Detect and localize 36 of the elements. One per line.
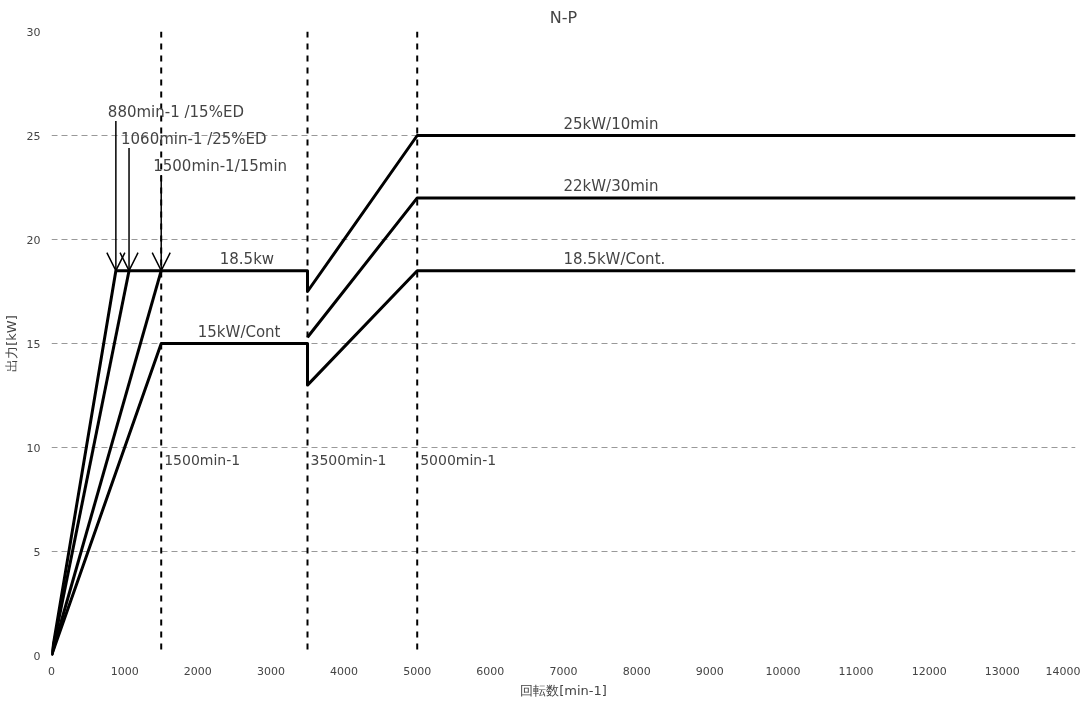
annotation: 25kW/10min (563, 114, 659, 133)
x-tick-label: 4000 (330, 664, 359, 678)
y-tick-label: 25 (26, 129, 41, 143)
y-tick-label: 0 (33, 649, 41, 663)
x-tick-label: 3000 (256, 664, 285, 678)
annotation: 880min-1 /15%ED (107, 102, 244, 121)
x-tick-label: 11000 (838, 664, 874, 678)
x-tick-label: 5000 (403, 664, 432, 678)
annotation: 18.5kw (219, 249, 275, 268)
x-tick-label: 0 (48, 664, 55, 678)
ref-line-label: 5000min-1 (420, 452, 497, 469)
x-tick-label: 2000 (183, 664, 212, 678)
annotation: 18.5kW/Cont. (563, 249, 666, 268)
y-axis-title: 出力[kW] (3, 315, 19, 372)
x-tick-label: 6000 (476, 664, 505, 678)
ref-line-label: 1500min-1 (164, 452, 241, 469)
y-tick-label: 5 (33, 545, 41, 559)
y-tick-label: 30 (26, 25, 41, 39)
annotation: 15kW/Cont (197, 322, 281, 341)
x-axis-title: 回転数[min-1] (520, 682, 607, 698)
x-tick-label: 12000 (911, 664, 947, 678)
x-tick-label: 13000 (984, 664, 1020, 678)
x-tick-label: 8000 (622, 664, 651, 678)
x-tick-label: 14000 (1045, 664, 1081, 678)
y-tick-label: 15 (26, 337, 41, 351)
x-tick-label: 9000 (695, 664, 724, 678)
y-tick-label: 10 (26, 441, 41, 455)
ref-line-label: 3500min-1 (310, 452, 387, 469)
x-tick-label: 7000 (549, 664, 578, 678)
chart-title: N-P (549, 7, 578, 27)
x-tick-label: 10000 (765, 664, 801, 678)
annotation: 1500min-1/15min (153, 157, 288, 176)
annotation: 22kW/30min (563, 176, 659, 195)
y-tick-label: 20 (26, 233, 41, 247)
x-tick-label: 1000 (110, 664, 139, 678)
annotation: 1060min-1 /25%ED (121, 129, 267, 148)
